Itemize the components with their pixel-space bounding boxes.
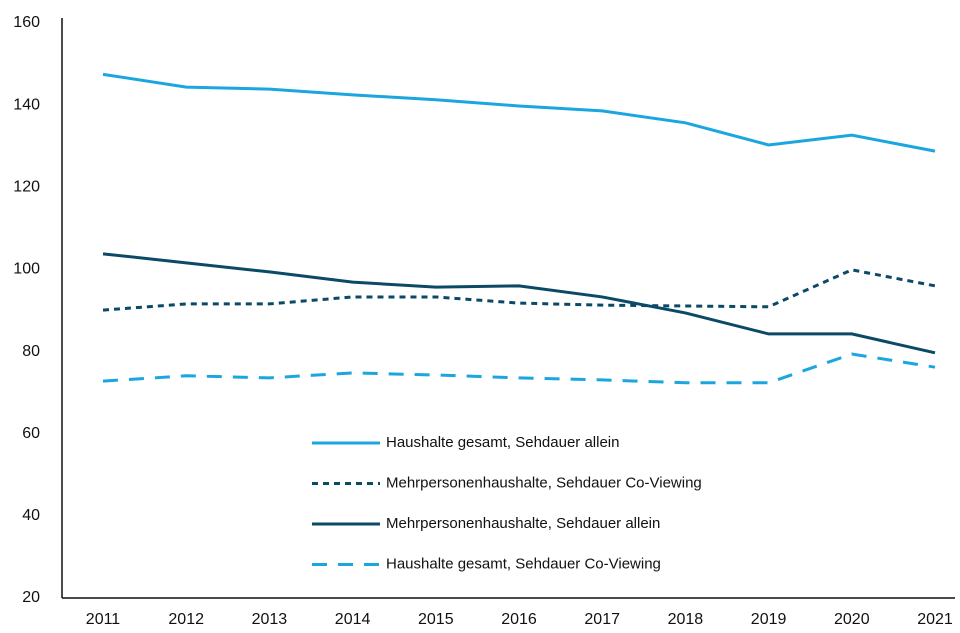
legend-label: Haushalte gesamt, Sehdauer allein <box>386 434 619 451</box>
x-tick-label: 2012 <box>168 611 204 628</box>
y-tick-label: 60 <box>22 425 40 442</box>
x-tick-label: 2019 <box>751 611 787 628</box>
legend: Haushalte gesamt, Sehdauer allein Mehrper… <box>312 434 702 572</box>
line-series <box>102 352 936 385</box>
y-tick-label: 140 <box>13 96 40 113</box>
y-tick-label: 100 <box>13 261 40 278</box>
y-tick-label: 20 <box>22 589 40 606</box>
x-tick-label: 2013 <box>252 611 288 628</box>
x-tick-label: 2016 <box>501 611 537 628</box>
x-tick-label: 2014 <box>335 611 371 628</box>
y-tick-label: 80 <box>22 343 40 360</box>
y-tick-label: 40 <box>22 507 40 524</box>
x-tick-label: 2015 <box>418 611 454 628</box>
legend-label: Mehrpersonenhaushalte, Sehdauer Co-Viewi… <box>386 474 702 491</box>
x-tick-label: 2018 <box>668 611 704 628</box>
x-tick-label: 2011 <box>86 611 121 628</box>
legend-label: Mehrpersonenhaushalte, Sehdauer allein <box>386 515 660 532</box>
x-tick-label: 2020 <box>834 611 870 628</box>
line-series <box>102 268 936 312</box>
line-series <box>102 252 936 355</box>
x-tick-label: 2021 <box>917 611 953 628</box>
legend-label: Haushalte gesamt, Sehdauer Co-Viewing <box>386 555 661 572</box>
y-tick-label: 120 <box>13 179 40 196</box>
y-tick-label: 160 <box>13 14 40 31</box>
line-series <box>102 72 936 153</box>
x-tick-label: 2017 <box>584 611 620 628</box>
